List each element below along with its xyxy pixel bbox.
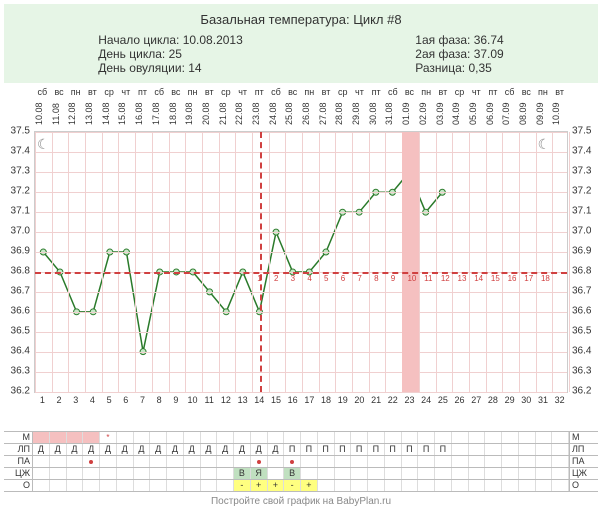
- phase1: 1ая фаза: 36.74: [415, 33, 503, 47]
- footer-text: Постройте свой график на BabyPlan.ru: [0, 496, 602, 507]
- info-row: Начало цикла: 10.08.2013 День цикла: 25 …: [12, 33, 590, 75]
- label-cj: ЦЖ: [4, 468, 33, 479]
- label-o: О: [4, 480, 33, 491]
- chart-svg: [35, 132, 567, 392]
- label-m: М: [4, 432, 33, 443]
- cycle-day: День цикла: 25: [98, 47, 243, 61]
- header-panel: Базальная температура: Цикл #8 Начало ци…: [4, 4, 598, 83]
- row-cj: ЦЖ ВЯВ ЦЖ: [4, 467, 598, 479]
- row-m: М * М: [4, 431, 598, 443]
- row-lp: ЛП ДДДДДДДДДДДДДДДПППППППППП ЛП: [4, 443, 598, 455]
- data-table: М * М ЛП ДДДДДДДДДДДДДДДПППППППППП ЛП ПА…: [4, 431, 598, 492]
- info-left: Начало цикла: 10.08.2013 День цикла: 25 …: [98, 33, 243, 75]
- date-row: 10.0811.0812.0813.0814.0815.0816.0817.08…: [34, 97, 568, 131]
- weekday-row: сбвспнвтсрчтптсбвспнвтсрчтптсбвспнвтсрчт…: [34, 87, 568, 97]
- row-o: О -++-+ О: [4, 479, 598, 492]
- bbt-chart-container: Базальная температура: Цикл #8 Начало ци…: [0, 4, 602, 518]
- phase2: 2ая фаза: 37.09: [415, 47, 503, 61]
- row-pa: ПА ПА: [4, 455, 598, 467]
- day-number-row: 1234567891011121314151617181920212223242…: [34, 395, 568, 405]
- y-axis-right: 37.537.437.337.237.137.036.936.836.736.6…: [570, 131, 598, 391]
- chart-title: Базальная температура: Цикл #8: [12, 12, 590, 27]
- cycle-start: Начало цикла: 10.08.2013: [98, 33, 243, 47]
- label-lp: ЛП: [4, 444, 33, 455]
- chart-plot: ☾☾123456789101112131415161718: [34, 131, 568, 393]
- y-axis-left: 37.537.437.337.237.137.036.936.836.736.6…: [4, 131, 32, 391]
- info-right: 1ая фаза: 36.74 2ая фаза: 37.09 Разница:…: [415, 33, 503, 75]
- label-pa: ПА: [4, 456, 33, 467]
- chart-area: сбвспнвтсрчтптсбвспнвтсрчтптсбвспнвтсрчт…: [4, 87, 598, 427]
- difference: Разница: 0,35: [415, 61, 503, 75]
- ovulation-day: День овуляции: 14: [98, 61, 243, 75]
